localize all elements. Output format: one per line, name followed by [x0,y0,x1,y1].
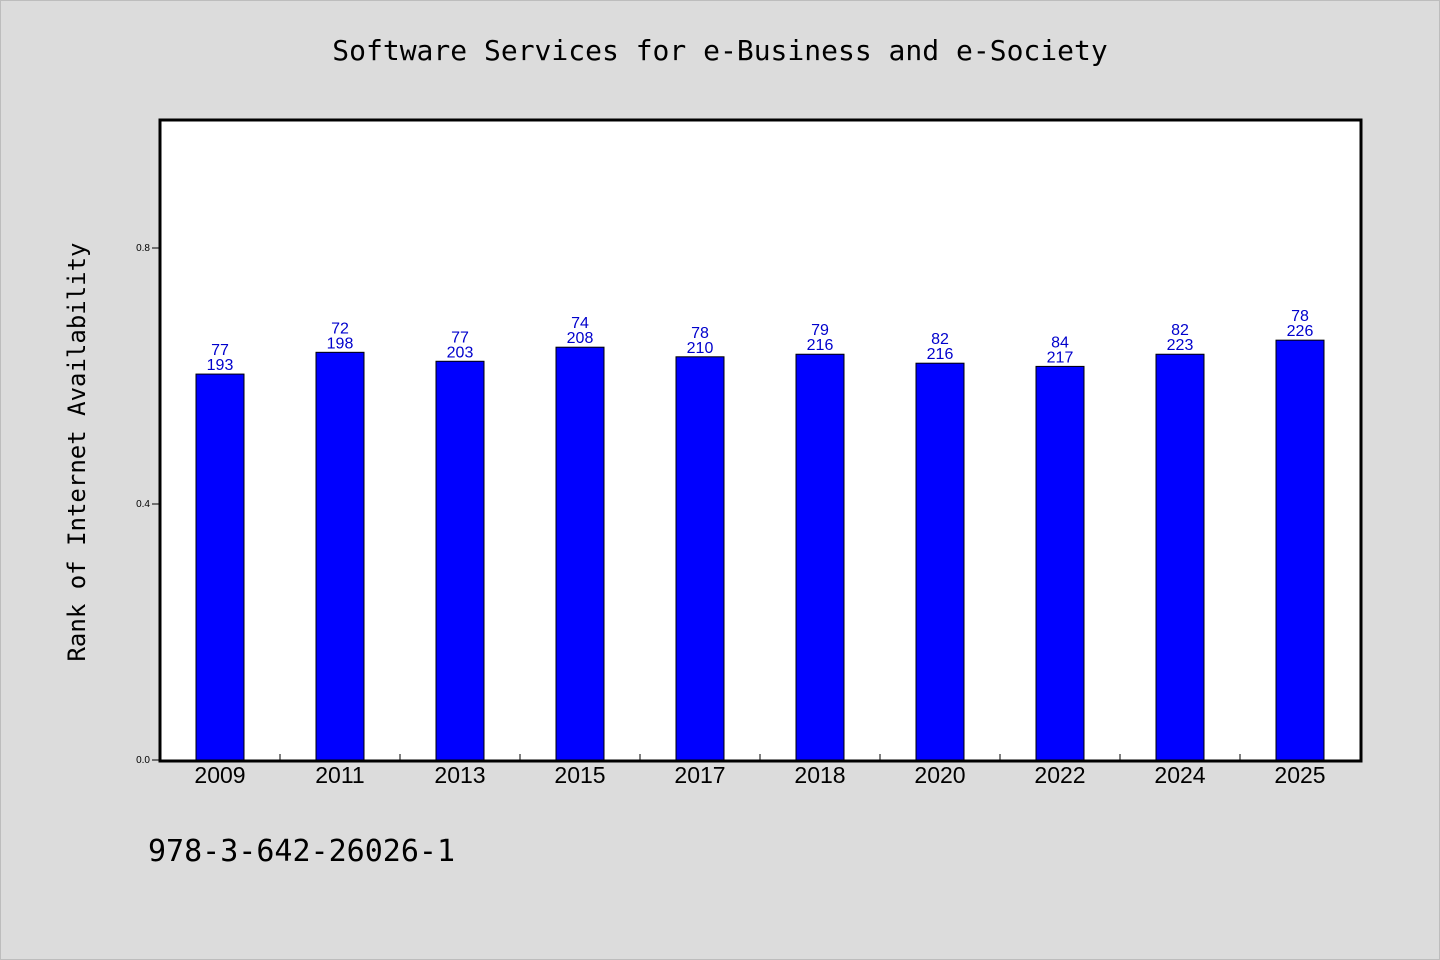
x-tick-label-2015: 2015 [554,762,605,788]
x-tick-label-2017: 2017 [674,762,725,788]
bar-label-bottom-2013: 203 [447,344,474,361]
y-tick-label: 0.0 [136,755,150,766]
bar-label-top-2020: 82 [931,331,949,348]
bar-2025 [1275,339,1325,761]
chart-title: Software Services for e-Business and e-S… [332,34,1108,67]
bar-label-top-2013: 77 [451,329,469,346]
x-axis: 2009 2011 2013 2015 2017 2018 2020 2022 2024 2025 [194,754,1326,788]
bar-label-bottom-2022: 217 [1047,349,1074,366]
y-tick-label: 0.4 [136,499,150,510]
bar-2024 [1155,353,1205,761]
bar-2009 [195,373,245,761]
bar-2015 [555,346,605,761]
bar-label-bottom-2018: 216 [807,337,834,354]
x-tick-label-2022: 2022 [1034,762,1085,788]
bar-2022 [1035,365,1085,761]
bar-2011 [315,351,365,761]
bar-label-bottom-2015: 208 [567,330,594,347]
x-tick-label-2013: 2013 [434,762,485,788]
footer-code: 978-3-642-26026-1 [148,834,456,869]
x-tick-label-2025: 2025 [1274,762,1325,788]
x-tick-label-2018: 2018 [794,762,845,788]
bar-2020 [915,362,965,761]
bar-label-bottom-2024: 223 [1167,337,1194,354]
bar-label-top-2011: 72 [331,320,349,337]
x-tick-label-2024: 2024 [1154,762,1205,788]
bar-label-bottom-2025: 226 [1287,323,1314,340]
y-axis: 0.0 0.4 0.8 [136,243,160,766]
x-tick-label-2011: 2011 [315,762,364,788]
bar-2013 [435,360,485,761]
bar-label-bottom-2009: 193 [207,357,234,374]
x-tick-label-2020: 2020 [914,762,965,788]
bar-label-top-2015: 74 [571,315,589,332]
bar-label-top-2022: 84 [1051,334,1069,351]
bar-label-bottom-2011: 198 [327,335,354,352]
y-tick-label: 0.8 [136,243,150,254]
x-tick-label-2009: 2009 [194,762,245,788]
bar-label-top-2025: 78 [1291,308,1309,325]
bar-label-bottom-2017: 210 [687,340,714,357]
bar-label-top-2018: 79 [811,322,829,339]
bar-label-top-2024: 82 [1171,322,1189,339]
bar-2018 [795,353,845,761]
bar-label-top-2009: 77 [211,342,229,359]
bar-2017 [675,356,725,761]
bar-label-top-2017: 78 [691,325,709,342]
bars-group [195,339,1325,761]
bar-label-bottom-2020: 216 [927,346,954,363]
